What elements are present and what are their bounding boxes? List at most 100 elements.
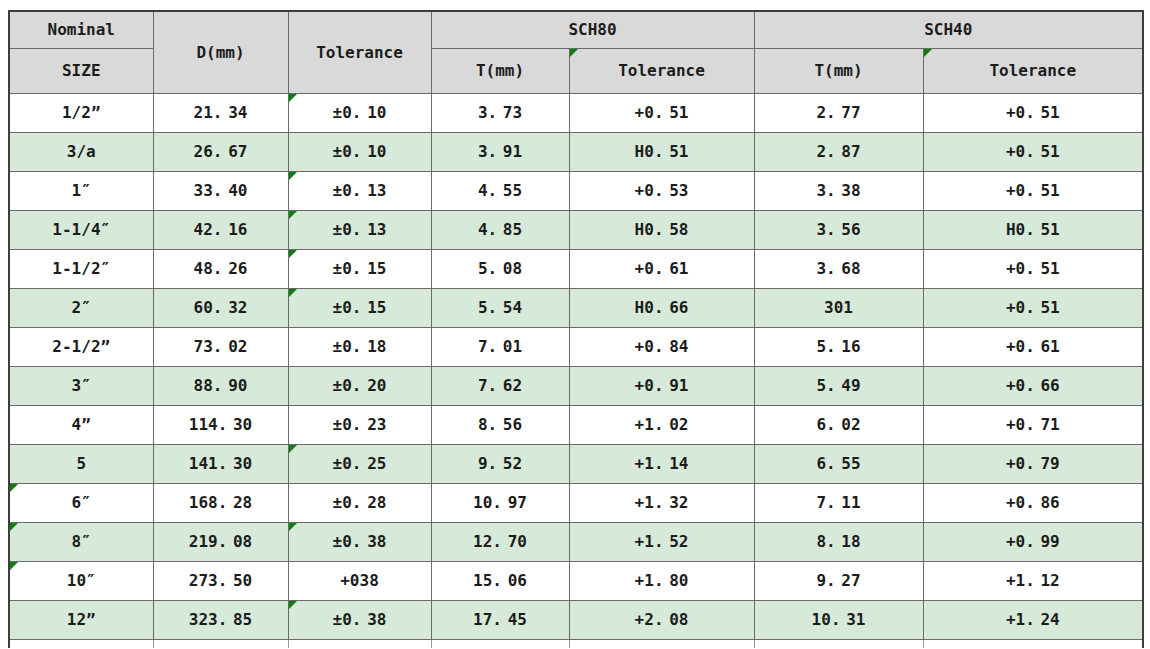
cell-sch80-t-mm[interactable]: 12. 70: [431, 522, 569, 561]
cell-nominal-size[interactable]: 1-1/2″: [9, 249, 153, 288]
cell-sch80-tolerance[interactable]: +2. 08: [569, 600, 754, 639]
header-size[interactable]: SIZE: [9, 48, 153, 93]
cell-nominal-size[interactable]: 8″: [9, 522, 153, 561]
cell-sch80-tolerance[interactable]: +0. 84: [569, 327, 754, 366]
cell-d-mm[interactable]: 273. 50: [153, 561, 288, 600]
cell-sch40-tolerance[interactable]: +1. 12: [923, 561, 1143, 600]
cell-sch40-t-mm[interactable]: 301: [754, 288, 923, 327]
cell-d-mm[interactable]: 219. 08: [153, 522, 288, 561]
cell-d-tolerance[interactable]: ±0. 38: [288, 522, 431, 561]
cell-d-mm[interactable]: 88. 90: [153, 366, 288, 405]
cell-d-mm[interactable]: 323. 85: [153, 600, 288, 639]
cell-sch80-t-mm[interactable]: 4. 55: [431, 171, 569, 210]
header-d-tolerance[interactable]: Tolerance: [288, 11, 431, 93]
cell-sch80-tolerance[interactable]: H0. 51: [569, 132, 754, 171]
cell-d-tolerance[interactable]: ±0. 10: [288, 93, 431, 132]
cell-sch80-t-mm[interactable]: 3. 73: [431, 93, 569, 132]
cell-sch80-t-mm[interactable]: 9. 52: [431, 444, 569, 483]
cell-sch40-t-mm[interactable]: 5. 16: [754, 327, 923, 366]
cell-sch40-t-mm[interactable]: 2. 77: [754, 93, 923, 132]
cell-d-tolerance[interactable]: ±0. 10: [288, 132, 431, 171]
cell-sch80-t-mm[interactable]: 7. 62: [431, 366, 569, 405]
header-sch80[interactable]: SCH80: [431, 11, 754, 48]
cell-sch80-tolerance[interactable]: +1. 80: [569, 561, 754, 600]
cell-d-mm[interactable]: 48. 26: [153, 249, 288, 288]
cell-nominal-size[interactable]: 4”: [9, 405, 153, 444]
cell-sch40-t-mm[interactable]: 3. 56: [754, 210, 923, 249]
cell-sch80-t-mm[interactable]: 15. 06: [431, 561, 569, 600]
header-nominal[interactable]: Nominal: [9, 11, 153, 48]
cell-d-tolerance[interactable]: ±0. 25: [288, 444, 431, 483]
header-d-mm[interactable]: D(mm): [153, 11, 288, 93]
cell-nominal-size[interactable]: 1-1/4″: [9, 210, 153, 249]
cell-sch40-tolerance[interactable]: +0. 51: [923, 249, 1143, 288]
cell-sch40-tolerance[interactable]: +0. 71: [923, 405, 1143, 444]
cell-d-mm[interactable]: 168. 28: [153, 483, 288, 522]
cell-sch40-tolerance[interactable]: +0. 86: [923, 483, 1143, 522]
cell-sch80-tolerance[interactable]: +0. 51: [569, 93, 754, 132]
cell-nominal-size[interactable]: 6″: [9, 483, 153, 522]
cell-nominal-size[interactable]: 3/a: [9, 132, 153, 171]
cell-sch40-t-mm[interactable]: 6. 55: [754, 444, 923, 483]
cell-nominal-size[interactable]: 2-1/2”: [9, 327, 153, 366]
header-sch40-tolerance[interactable]: Tolerance: [923, 48, 1143, 93]
cell-sch40-t-mm[interactable]: 7. 11: [754, 483, 923, 522]
cell-d-tolerance[interactable]: ±0. 18: [288, 327, 431, 366]
cell-d-tolerance[interactable]: +038: [288, 561, 431, 600]
cell-sch80-tolerance[interactable]: H0. 58: [569, 210, 754, 249]
header-sch80-tolerance[interactable]: Tolerance: [569, 48, 754, 93]
cell-sch40-tolerance[interactable]: +0. 51: [923, 132, 1143, 171]
cell-sch80-t-mm[interactable]: 17. 45: [431, 600, 569, 639]
header-sch80-t-mm[interactable]: T(mm): [431, 48, 569, 93]
cell-sch40-tolerance[interactable]: +0. 79: [923, 444, 1143, 483]
cell-sch80-tolerance[interactable]: +0. 53: [569, 171, 754, 210]
cell-d-mm[interactable]: 42. 16: [153, 210, 288, 249]
cell-d-mm[interactable]: 33. 40: [153, 171, 288, 210]
cell-d-mm[interactable]: 73. 02: [153, 327, 288, 366]
cell-sch80-tolerance[interactable]: H0. 66: [569, 288, 754, 327]
cell-nominal-size[interactable]: 1/2”: [9, 93, 153, 132]
cell-sch40-tolerance[interactable]: +0. 61: [923, 327, 1143, 366]
cell-nominal-size[interactable]: 5: [9, 444, 153, 483]
cell-sch80-tolerance[interactable]: +0. 91: [569, 366, 754, 405]
cell-d-mm[interactable]: 26. 67: [153, 132, 288, 171]
cell-sch40-t-mm[interactable]: 8. 18: [754, 522, 923, 561]
cell-d-tolerance[interactable]: ±0. 15: [288, 249, 431, 288]
cell-sch40-tolerance[interactable]: +0. 51: [923, 288, 1143, 327]
cell-sch40-tolerance[interactable]: +1. 24: [923, 600, 1143, 639]
cell-d-tolerance[interactable]: ±0. 20: [288, 366, 431, 405]
cell-d-mm[interactable]: 141. 30: [153, 444, 288, 483]
header-sch40[interactable]: SCH40: [754, 11, 1143, 48]
cell-sch80-tolerance[interactable]: +1. 52: [569, 522, 754, 561]
cell-sch80-t-mm[interactable]: 4. 85: [431, 210, 569, 249]
cell-d-mm[interactable]: 60. 32: [153, 288, 288, 327]
cell-d-tolerance[interactable]: ±0. 15: [288, 288, 431, 327]
cell-sch80-t-mm[interactable]: 10. 97: [431, 483, 569, 522]
header-sch40-t-mm[interactable]: T(mm): [754, 48, 923, 93]
cell-sch40-t-mm[interactable]: 5. 49: [754, 366, 923, 405]
cell-sch80-tolerance[interactable]: +1. 02: [569, 405, 754, 444]
cell-d-tolerance[interactable]: ±0. 23: [288, 405, 431, 444]
cell-d-tolerance[interactable]: ±0. 13: [288, 171, 431, 210]
cell-sch80-tolerance[interactable]: +0. 61: [569, 249, 754, 288]
cell-nominal-size[interactable]: 2″: [9, 288, 153, 327]
cell-nominal-size[interactable]: 12”: [9, 600, 153, 639]
cell-sch80-t-mm[interactable]: 7. 01: [431, 327, 569, 366]
cell-sch40-t-mm[interactable]: 9. 27: [754, 561, 923, 600]
cell-sch80-t-mm[interactable]: 8. 56: [431, 405, 569, 444]
cell-sch40-t-mm[interactable]: 10. 31: [754, 600, 923, 639]
cell-sch40-t-mm[interactable]: 2. 87: [754, 132, 923, 171]
cell-d-tolerance[interactable]: ±0. 13: [288, 210, 431, 249]
cell-sch80-tolerance[interactable]: +1. 14: [569, 444, 754, 483]
cell-sch80-t-mm[interactable]: 5. 08: [431, 249, 569, 288]
cell-nominal-size[interactable]: 3″: [9, 366, 153, 405]
cell-sch40-t-mm[interactable]: 3. 38: [754, 171, 923, 210]
cell-sch40-t-mm[interactable]: 6. 02: [754, 405, 923, 444]
cell-d-tolerance[interactable]: ±0. 38: [288, 600, 431, 639]
cell-sch80-t-mm[interactable]: 5. 54: [431, 288, 569, 327]
cell-sch40-t-mm[interactable]: 3. 68: [754, 249, 923, 288]
cell-d-mm[interactable]: 114. 30: [153, 405, 288, 444]
cell-sch40-tolerance[interactable]: +0. 51: [923, 171, 1143, 210]
cell-sch40-tolerance[interactable]: H0. 51: [923, 210, 1143, 249]
cell-sch80-t-mm[interactable]: 3. 91: [431, 132, 569, 171]
